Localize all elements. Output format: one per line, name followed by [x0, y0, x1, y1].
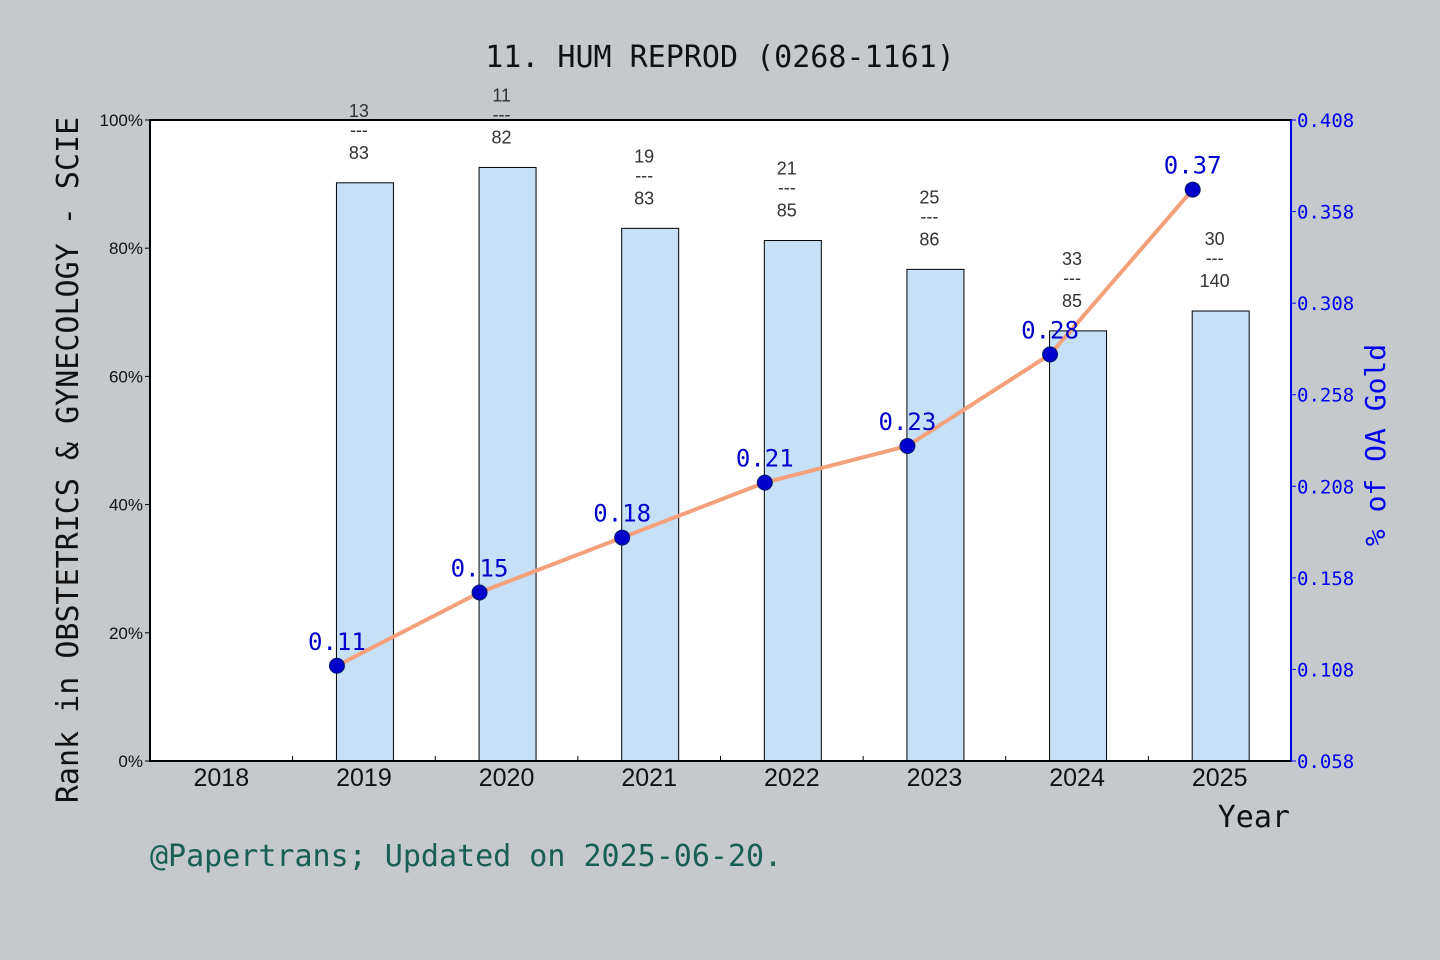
- rank-separator-2019: ---: [350, 120, 368, 140]
- y-tick-label-2: 40%: [109, 496, 143, 515]
- y2-tick-label-5: 0.308: [1297, 293, 1354, 315]
- x-axis-label: Year: [1218, 800, 1290, 835]
- oa-label-2021: 0.18: [593, 500, 651, 528]
- rank-total-2020: 82: [492, 127, 512, 147]
- rank-labels-layer: 13---8311---8219---8321---8525---8633---…: [349, 85, 1230, 310]
- plot-area: [150, 120, 1291, 761]
- bar-2025: [1191, 310, 1250, 762]
- x-tick-label-2019: 2019: [336, 764, 392, 792]
- y2-tick-label-3: 0.208: [1297, 476, 1354, 498]
- bar-2024: [1049, 330, 1108, 762]
- oa-point-2023: [899, 437, 916, 454]
- oa-label-2023: 0.23: [879, 408, 937, 436]
- x-tick-label-2024: 2024: [1049, 764, 1105, 792]
- rank-total-2023: 86: [919, 229, 939, 249]
- left-axis: 0% 20% 40% 60% 80% 100%: [100, 111, 150, 771]
- rank-label-2019: 13: [349, 101, 369, 121]
- y-tick-label-0: 0%: [118, 752, 143, 771]
- oa-point-2019: [328, 657, 345, 674]
- rank-total-2021: 83: [634, 188, 654, 208]
- x-tick-label-2021: 2021: [621, 764, 677, 792]
- x-tick-label-2023: 2023: [907, 764, 963, 792]
- rank-label-2023: 25: [919, 187, 939, 207]
- rank-separator-2025: ---: [1206, 248, 1224, 268]
- right-axis: 0.058 0.108 0.158 0.208 0.258 0.308 0.358 0.408: [1290, 110, 1354, 773]
- chart-title: 11. HUM REPROD (0268-1161): [485, 40, 955, 75]
- oa-point-2024: [1042, 346, 1059, 363]
- rank-separator-2024: ---: [1063, 268, 1081, 288]
- rank-separator-2021: ---: [635, 165, 653, 185]
- y2-tick-label-1: 0.108: [1297, 659, 1354, 681]
- rank-label-2025: 30: [1205, 229, 1225, 249]
- bar-2023: [906, 268, 965, 762]
- x-axis: 2018 2019 2020 2021 2022 2023 2024 2025: [194, 756, 1248, 792]
- y2-tick-label-4: 0.258: [1297, 385, 1354, 407]
- oa-point-2020: [471, 584, 488, 601]
- bar-2022: [763, 240, 822, 762]
- rank-label-2020: 11: [492, 85, 511, 105]
- bar-2019: [335, 182, 394, 762]
- rank-separator-2022: ---: [778, 178, 796, 198]
- rank-label-2021: 19: [634, 146, 654, 166]
- y2-axis-label: % of OA Gold: [1359, 344, 1392, 546]
- rank-label-2024: 33: [1062, 249, 1082, 269]
- y-tick-label-3: 60%: [109, 367, 143, 386]
- y-tick-label-1: 20%: [109, 624, 143, 643]
- rank-total-2022: 85: [777, 201, 797, 221]
- oa-label-2019: 0.11: [308, 628, 366, 656]
- rank-total-2024: 85: [1062, 291, 1082, 311]
- oa-point-2025: [1184, 181, 1201, 198]
- rank-separator-2023: ---: [920, 206, 938, 226]
- oa-label-2020: 0.15: [451, 555, 509, 583]
- y-tick-label-5: 100%: [100, 111, 143, 130]
- x-tick-label-2025: 2025: [1192, 764, 1248, 792]
- rank-total-2019: 83: [349, 143, 369, 163]
- oa-point-2021: [614, 529, 631, 546]
- y2-tick-label-2: 0.158: [1297, 568, 1354, 590]
- oa-point-2022: [756, 474, 773, 491]
- y-axis-label: Rank in OBSTETRICS & GYNECOLOGY - SCIE: [51, 117, 86, 803]
- x-tick-label-2022: 2022: [764, 764, 820, 792]
- oa-label-2022: 0.21: [736, 445, 794, 473]
- rank-separator-2020: ---: [493, 104, 511, 124]
- rank-label-2022: 21: [777, 159, 797, 179]
- oa-label-2025: 0.37: [1164, 152, 1222, 180]
- bars-layer: [335, 166, 1250, 762]
- y2-tick-label-7: 0.408: [1297, 110, 1354, 132]
- y2-tick-label-6: 0.358: [1297, 202, 1354, 224]
- y2-tick-label-0: 0.058: [1297, 751, 1354, 773]
- x-tick-label-2018: 2018: [194, 764, 250, 792]
- bar-2020: [478, 166, 537, 762]
- y-tick-label-4: 80%: [109, 239, 143, 258]
- rank-total-2025: 140: [1200, 271, 1230, 291]
- bar-2021: [621, 227, 680, 762]
- footer-note: @Papertrans; Updated on 2025-06-20.: [150, 839, 782, 874]
- oa-label-2024: 0.28: [1021, 316, 1079, 344]
- x-tick-label-2020: 2020: [479, 764, 535, 792]
- oa-line-layer: 0.11 0.15 0.18 0.21 0.23 0.28 0.37: [308, 152, 1222, 674]
